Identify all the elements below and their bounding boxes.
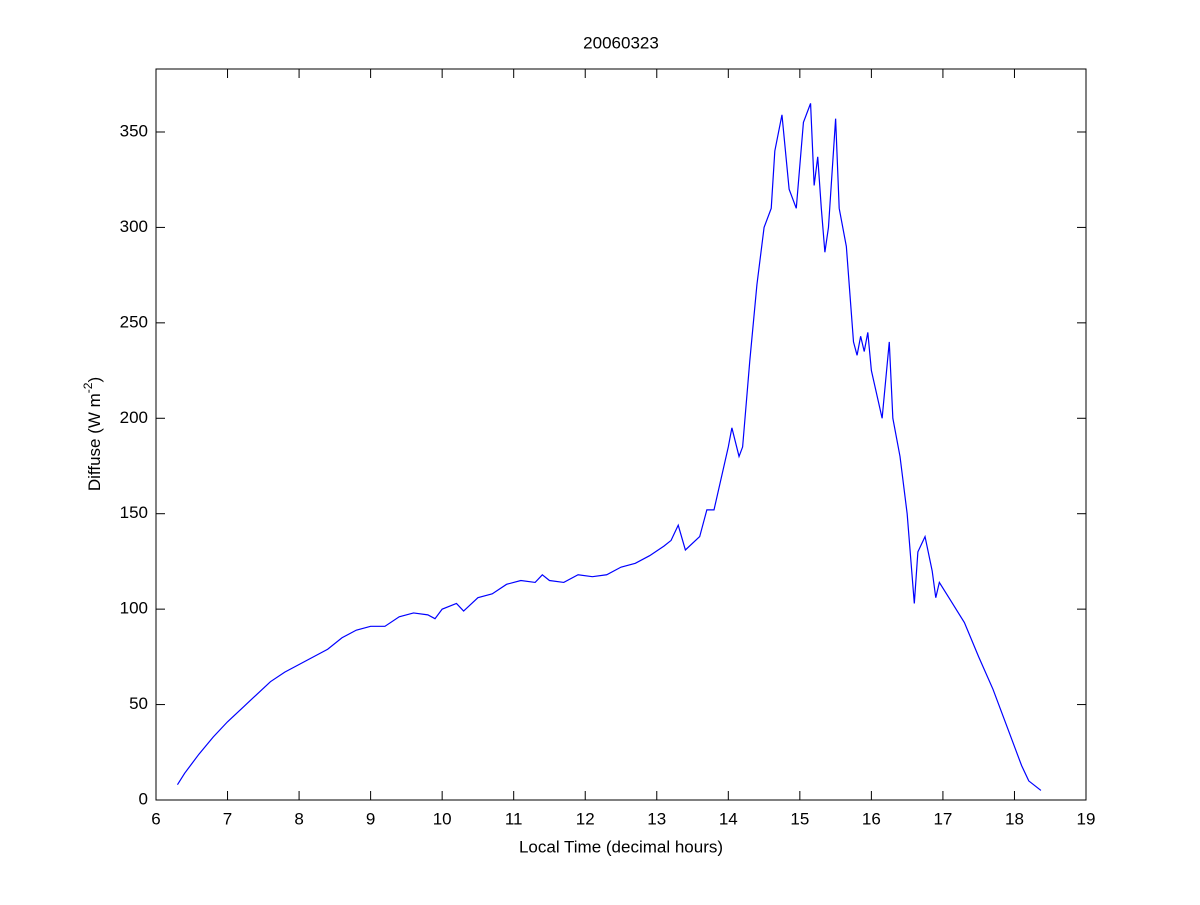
x-tick-label: 13: [647, 809, 666, 828]
y-tick-label: 200: [120, 408, 148, 427]
y-axis-label: Diffuse (W m-2): [81, 377, 104, 491]
x-tick-label: 11: [505, 809, 523, 828]
x-tick-label: 7: [223, 809, 232, 828]
x-tick-label: 18: [1005, 809, 1024, 828]
x-tick-label: 19: [1077, 809, 1096, 828]
x-tick-label: 16: [862, 809, 881, 828]
x-tick-label: 8: [294, 809, 303, 828]
y-label-end: ): [85, 377, 104, 383]
chart-title: 20060323: [583, 33, 659, 52]
x-tick-label: 10: [433, 809, 452, 828]
y-tick-label: 300: [120, 217, 148, 236]
y-tick-label: 150: [120, 503, 148, 522]
y-tick-label: 100: [120, 599, 148, 618]
x-tick-label: 9: [366, 809, 375, 828]
x-tick-label: 6: [151, 809, 160, 828]
x-axis-label: Local Time (decimal hours): [519, 837, 723, 856]
y-label-main: Diffuse (W m: [85, 393, 104, 491]
x-tick-label: 15: [790, 809, 809, 828]
plot-area: [155, 68, 1087, 801]
x-tick-label: 12: [576, 809, 595, 828]
y-tick-label: 50: [129, 694, 148, 713]
y-tick-label: 350: [120, 121, 148, 140]
y-tick-label: 250: [120, 312, 148, 331]
x-tick-label: 14: [719, 809, 738, 828]
data-line: [176, 103, 1042, 791]
y-label-sup: -2: [81, 382, 95, 393]
y-tick-label: 0: [139, 789, 148, 808]
x-tick-label: 17: [933, 809, 952, 828]
